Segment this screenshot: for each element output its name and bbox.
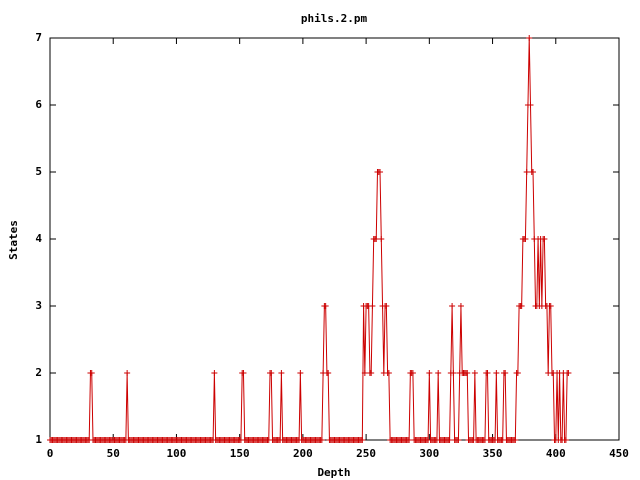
x-tick-label: 150 [230,447,250,460]
point [565,370,572,376]
y-tick-label: 2 [35,366,42,379]
y-tick-label: 5 [35,165,42,178]
point [369,303,376,309]
point [373,236,380,242]
chart-title: phils.2.pm [301,12,368,25]
point [124,370,131,376]
point [268,370,275,376]
point [450,370,457,376]
point [359,437,366,443]
point [426,370,433,376]
point [278,370,285,376]
point [325,370,332,376]
point [383,303,390,309]
point [322,303,329,309]
x-tick-label: 0 [47,447,54,460]
point [527,102,534,108]
point [523,169,530,175]
point [471,370,478,376]
point [318,437,325,443]
y-tick-label: 6 [35,98,42,111]
point [522,236,529,242]
point [446,437,453,443]
y-tick-label: 7 [35,31,42,44]
point [493,370,500,376]
x-tick-label: 450 [609,447,629,460]
point [449,303,456,309]
point [502,370,509,376]
point [368,370,375,376]
point [361,370,368,376]
line [50,37,569,441]
point [562,437,569,443]
y-tick-label: 4 [35,232,42,245]
point [512,437,519,443]
point [240,370,247,376]
y-tick-label: 1 [35,433,42,446]
y-axis-label: States [7,220,20,260]
point [514,370,521,376]
x-tick-label: 400 [546,447,566,460]
point [88,370,95,376]
x-tick-label: 250 [356,447,376,460]
x-tick-label: 100 [167,447,187,460]
point [530,169,537,175]
y-tick-label: 3 [35,299,42,312]
point [526,35,533,41]
point [377,169,384,175]
point [406,437,413,443]
point [409,370,416,376]
point [541,236,548,242]
point [484,370,491,376]
x-tick-label: 50 [107,447,120,460]
x-tick-label: 350 [483,447,503,460]
x-axis-label: Depth [317,466,350,479]
point [547,303,554,309]
point [464,370,471,376]
point [457,303,464,309]
point [435,370,442,376]
point [385,370,392,376]
point [297,370,304,376]
x-tick-label: 200 [293,447,313,460]
point [211,370,218,376]
x-tick-label: 300 [419,447,439,460]
point [455,437,462,443]
point [378,236,385,242]
point [518,303,525,309]
